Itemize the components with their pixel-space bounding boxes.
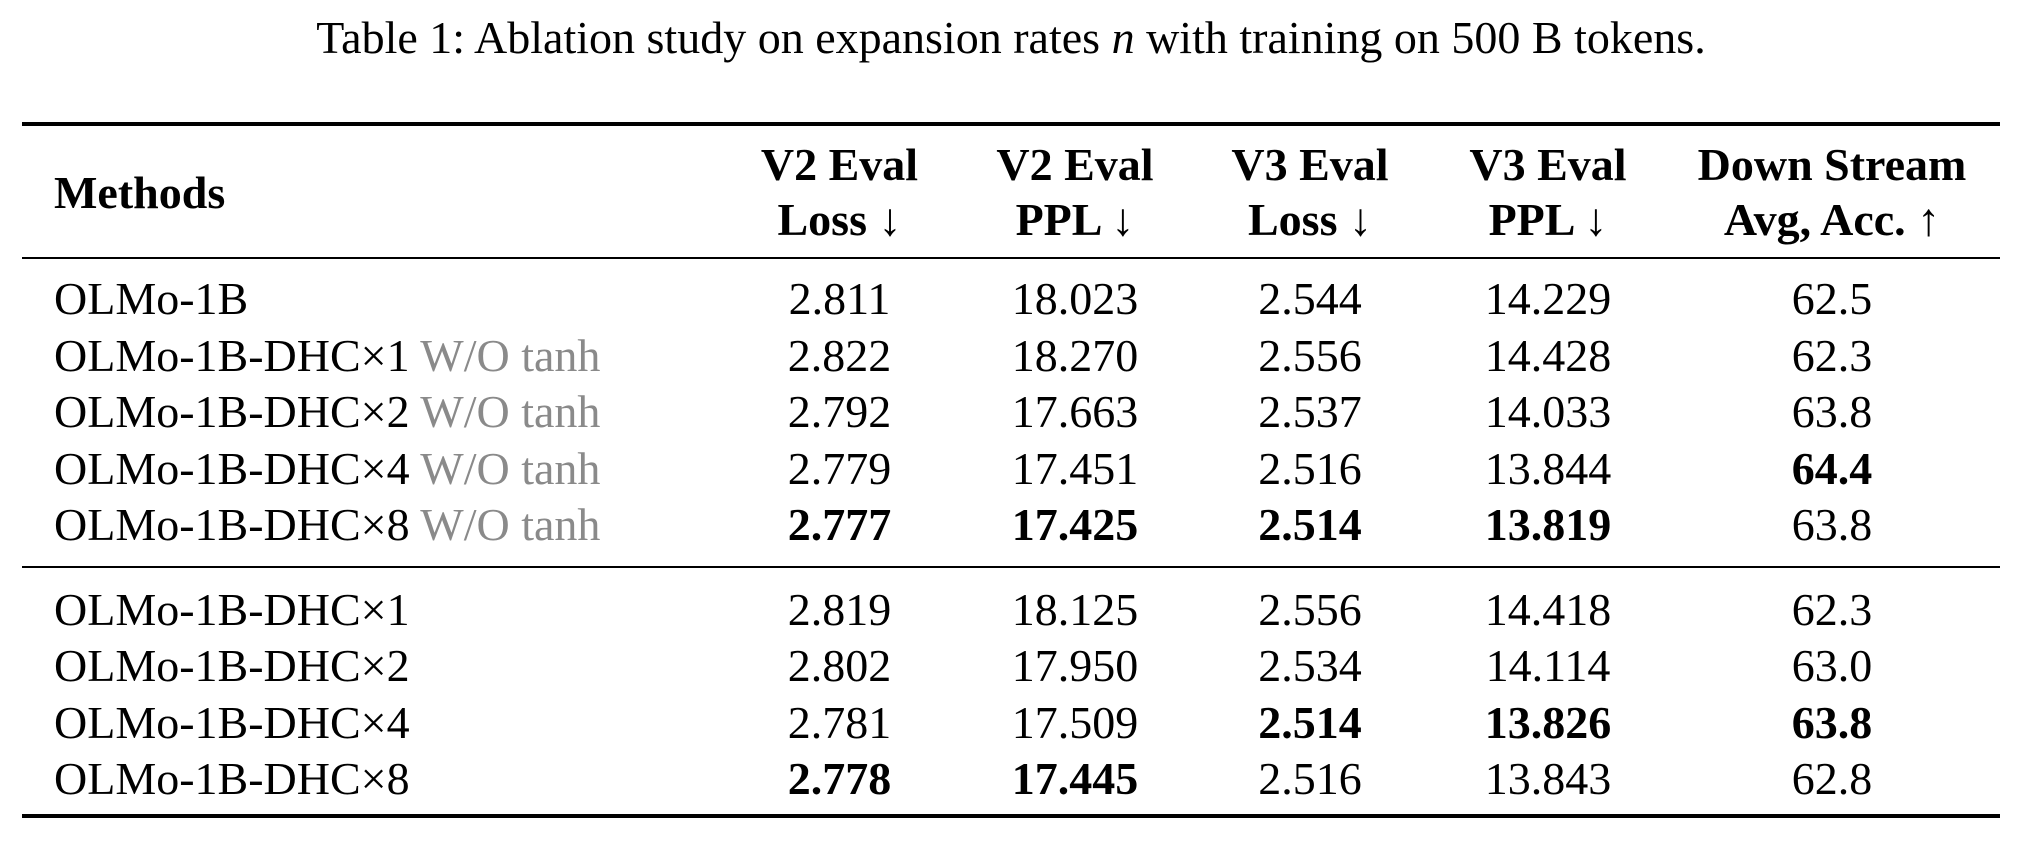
table-header-row: Methods V2 Eval Loss ↓ V2 Eval PPL ↓ V3 … [22,124,2000,258]
method-cell: OLMo-1B-DHC×2 [22,638,717,695]
v3-eval-ppl-cell: 14.428 [1484,329,1612,381]
v3-eval-loss-cell: 2.514 [1258,696,1362,748]
v3-eval-ppl-cell: 13.826 [1484,696,1612,748]
downstream-acc-cell: 63.8 [1791,696,1873,748]
v3-eval-ppl-cell: 14.114 [1485,640,1611,691]
table-row: OLMo-1B-DHC×8 W/O tanh 2.777 17.425 2.514 13… [22,497,2000,567]
v3-eval-loss-cell: 2.534 [1258,640,1362,691]
downstream-acc-cell: 62.3 [1791,583,1873,635]
results-table: Methods V2 Eval Loss ↓ V2 Eval PPL ↓ V3 … [22,122,2000,818]
v2-eval-ppl-cell: 18.023 [1011,273,1139,324]
table-row: OLMo-1B-DHC×1 2.819 18.125 2.556 14.418 62.3 [22,567,2000,639]
downstream-acc-cell: 62.8 [1791,753,1873,804]
v3-eval-ppl-cell: 14.418 [1484,583,1612,635]
v3-eval-loss-cell: 2.516 [1258,753,1362,804]
method-name: OLMo-1B-DHC×8 [54,499,410,550]
table-row: OLMo-1B-DHC×4 2.781 17.509 2.514 13.826 63.8 [22,695,2000,752]
v2-eval-loss-cell: 2.792 [787,386,892,437]
table-row: OLMo-1B-DHC×8 2.778 17.445 2.516 13.843 62.8 [22,751,2000,816]
v2-eval-ppl-cell: 17.445 [1011,753,1139,804]
v2-eval-loss-cell: 2.822 [787,329,892,381]
v3-eval-loss-cell: 2.516 [1258,442,1362,494]
v3-eval-ppl-cell: 14.229 [1484,273,1612,324]
v3-eval-loss-cell: 2.514 [1258,499,1362,550]
v2-eval-ppl-cell: 17.509 [1011,696,1139,748]
downstream-acc-cell: 63.8 [1791,386,1873,437]
method-suffix: W/O tanh [420,499,601,550]
method-name: OLMo-1B-DHC×1 [54,329,410,381]
method-cell: OLMo-1B-DHC×4 [22,695,717,752]
method-suffix: W/O tanh [420,329,601,381]
method-cell: OLMo-1B-DHC×4 W/O tanh [22,441,717,498]
column-header-v2-eval-ppl: V2 Eval PPL ↓ [996,139,1154,245]
method-cell: OLMo-1B-DHC×8 [22,751,717,816]
v2-eval-ppl-cell: 17.663 [1011,386,1139,437]
v3-eval-loss-cell: 2.544 [1258,273,1362,324]
downstream-acc-cell: 63.8 [1791,499,1873,550]
caption-math-symbol: n [1111,12,1135,63]
v3-eval-ppl-cell: 13.844 [1484,442,1612,494]
method-name: OLMo-1B-DHC×2 [54,640,410,691]
caption-suffix: with training on 500 B tokens. [1134,12,1706,63]
v3-eval-loss-cell: 2.537 [1258,386,1362,437]
v2-eval-ppl-cell: 18.270 [1011,329,1139,381]
v3-eval-ppl-cell: 13.819 [1484,499,1612,550]
v2-eval-loss-cell: 2.777 [787,499,892,550]
downstream-acc-cell: 63.0 [1791,640,1873,691]
table-row: OLMo-1B-DHC×2 W/O tanh 2.792 17.663 2.537 14… [22,384,2000,441]
method-name: OLMo-1B-DHC×2 [54,386,410,437]
v3-eval-ppl-cell: 13.843 [1484,753,1612,804]
table-group-wo-tanh: OLMo-1B 2.811 18.023 2.544 14.229 62.5 OLMo-1B… [22,258,2000,567]
v2-eval-ppl-cell: 17.950 [1011,640,1139,691]
table-row: OLMo-1B 2.811 18.023 2.544 14.229 62.5 [22,258,2000,328]
column-header-v3-eval-loss: V3 Eval Loss ↓ [1231,139,1389,245]
v2-eval-loss-cell: 2.781 [787,696,892,748]
table-row: OLMo-1B-DHC×4 W/O tanh 2.779 17.451 2.516 13… [22,441,2000,498]
method-cell: OLMo-1B [22,258,717,328]
column-header-v3-eval-ppl: V3 Eval PPL ↓ [1469,139,1627,245]
table-caption: Table 1: Ablation study on expansion rat… [0,8,2022,68]
v2-eval-loss-cell: 2.802 [787,640,892,691]
v3-eval-loss-cell: 2.556 [1258,583,1362,635]
table-row: OLMo-1B-DHC×1 W/O tanh 2.822 18.270 2.556 14… [22,328,2000,385]
method-name: OLMo-1B-DHC×1 [54,583,410,635]
method-name: OLMo-1B-DHC×4 [54,696,410,748]
caption-prefix: Table 1: Ablation study on expansion rat… [316,12,1112,63]
method-cell: OLMo-1B-DHC×2 W/O tanh [22,384,717,441]
v3-eval-loss-cell: 2.556 [1258,329,1362,381]
method-name: OLMo-1B [54,273,249,324]
method-cell: OLMo-1B-DHC×1 W/O tanh [22,328,717,385]
v2-eval-ppl-cell: 18.125 [1011,583,1139,635]
downstream-acc-cell: 62.3 [1791,329,1873,381]
method-cell: OLMo-1B-DHC×8 W/O tanh [22,497,717,567]
column-header-v2-eval-loss: V2 Eval Loss ↓ [760,139,919,245]
table-row: OLMo-1B-DHC×2 2.802 17.950 2.534 14.114 63.0 [22,638,2000,695]
column-header-methods: Methods [54,166,226,218]
downstream-acc-cell: 62.5 [1791,273,1873,324]
v2-eval-loss-cell: 2.819 [787,583,892,635]
column-header-downstream-acc: Down Stream Avg, Acc. ↑ [1697,139,1967,245]
v2-eval-loss-cell: 2.811 [788,273,891,324]
downstream-acc-cell: 64.4 [1791,442,1873,494]
method-suffix: W/O tanh [420,442,601,494]
v3-eval-ppl-cell: 14.033 [1484,386,1612,437]
v2-eval-loss-cell: 2.779 [787,442,892,494]
method-cell: OLMo-1B-DHC×1 [22,567,717,639]
method-suffix: W/O tanh [420,386,601,437]
table-group-with-tanh: OLMo-1B-DHC×1 2.819 18.125 2.556 14.418 62.3 O… [22,566,2000,816]
v2-eval-ppl-cell: 17.425 [1011,499,1139,550]
v2-eval-ppl-cell: 17.451 [1011,442,1139,494]
v2-eval-loss-cell: 2.778 [787,753,892,804]
method-name: OLMo-1B-DHC×8 [54,753,410,804]
method-name: OLMo-1B-DHC×4 [54,442,410,494]
